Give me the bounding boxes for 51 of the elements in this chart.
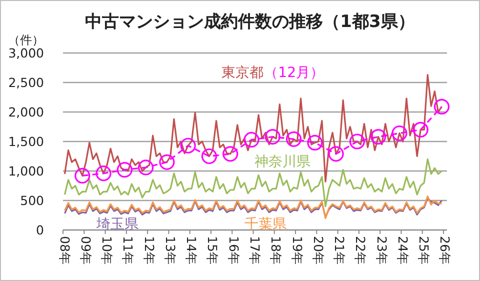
x-tick-label: 24年	[395, 236, 410, 265]
point	[96, 166, 112, 182]
series-label: 千葉県	[244, 216, 287, 233]
point	[159, 154, 175, 170]
point	[286, 131, 302, 147]
x-tick-label: 21年	[332, 236, 348, 265]
text: （12月）	[264, 64, 324, 81]
point	[412, 122, 428, 138]
point	[138, 160, 154, 176]
point	[116, 162, 132, 178]
x-tick-label: 26年	[438, 236, 453, 265]
x-tick-label: 17年	[248, 236, 262, 265]
x-tick-label: 09年	[78, 236, 94, 265]
point	[74, 168, 90, 184]
point	[307, 134, 323, 150]
point	[222, 146, 238, 162]
point	[244, 132, 260, 148]
y-axis-title: （件）	[8, 33, 44, 47]
x-tick-label: 12年	[142, 236, 157, 265]
x-tick-label: 08年	[57, 236, 72, 265]
x-tick-label: 11年	[120, 236, 136, 265]
x-tick-label: 15年	[205, 236, 220, 265]
point	[392, 125, 408, 142]
point	[201, 148, 217, 164]
x-tick-label: 19年	[290, 236, 305, 265]
point	[264, 128, 280, 145]
point	[434, 98, 450, 114]
point	[180, 138, 196, 154]
y-tick-label: 1,500	[8, 134, 44, 149]
x-tick-label: 22年	[353, 236, 368, 265]
x-tick-label: 20年	[310, 236, 326, 265]
x-tick-label: 14年	[184, 236, 200, 265]
point	[370, 128, 386, 145]
y-tick-label: 1,000	[8, 164, 44, 178]
x-tick-label: 13年	[162, 236, 178, 265]
x-tick-label: 25年	[416, 236, 432, 265]
point	[349, 134, 365, 150]
x-tick-label: 18年	[268, 236, 284, 265]
point	[328, 146, 344, 162]
x-tick-label: 16年	[226, 236, 242, 265]
series-label: 神奈川県	[254, 154, 310, 170]
x-tick-label: 23年	[374, 236, 390, 265]
y-tick-label: 500	[20, 193, 44, 208]
y-tick-label: 2,000	[8, 104, 44, 120]
y-tick-label: 2,500	[8, 75, 44, 90]
y-tick-label: 0	[36, 222, 44, 238]
text: 東京都	[221, 64, 264, 81]
chart-title: 中古マンション成約件数の推移（1都3県）	[85, 12, 415, 32]
y-tick-label: 3,000	[8, 46, 44, 60]
series-label: 埼玉県	[96, 216, 139, 233]
x-tick-label: 10年	[100, 236, 115, 265]
